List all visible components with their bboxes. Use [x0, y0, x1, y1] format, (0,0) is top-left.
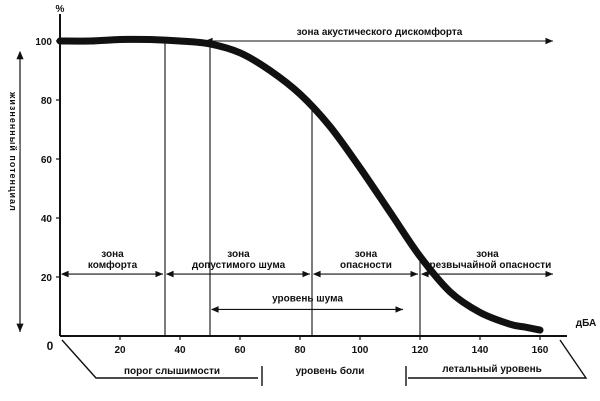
- y-tick-label: 40: [41, 214, 53, 225]
- x-tick-label: 160: [532, 345, 549, 356]
- bottom-bracket-end: [408, 339, 588, 379]
- y-tick-label: 100: [35, 37, 52, 48]
- y-tick-label: 80: [41, 96, 53, 107]
- y-unit-label: %: [56, 4, 65, 15]
- x-tick-label: 20: [114, 345, 126, 356]
- y-ticks: 20 40 60 80 100: [35, 37, 60, 284]
- zone-label: зона допустимого шума: [192, 249, 286, 271]
- bottom-bracket: [61, 339, 258, 379]
- x-axis-label: дБА: [576, 318, 596, 329]
- bottom-label-pain: уровень боли: [296, 365, 365, 377]
- x-tick-label: 120: [412, 345, 429, 356]
- x-tick-label: 40: [174, 345, 186, 356]
- vertical-markers: [164, 40, 421, 336]
- zone-label: уровень шума: [272, 293, 343, 304]
- zones: зона комфорта зона допустимого шума зона опас…: [60, 26, 553, 313]
- zone-label: зона комфорта: [88, 249, 138, 271]
- y-tick-label: 60: [41, 155, 53, 166]
- x-tick-label: 80: [294, 345, 306, 356]
- zone-label: зона опасности: [340, 249, 392, 271]
- x-tick-label: 100: [352, 345, 369, 356]
- x-tick-label: 60: [234, 345, 246, 356]
- x-tick-label: 140: [472, 345, 489, 356]
- bottom-label-threshold: порог слышимости: [124, 366, 220, 377]
- zone-label: зона чрезвычайной опасности: [424, 249, 552, 271]
- series-line: [56, 35, 544, 334]
- y-axis-label: жизненный потенциал: [8, 91, 18, 212]
- origin-label: 0: [47, 339, 54, 353]
- y-tick-label: 20: [41, 273, 53, 284]
- x-ticks: 20 40 60 80 100 120 140 160: [114, 336, 549, 356]
- bottom-label-lethal: летальный уровень: [442, 364, 542, 375]
- zone-label: зона акустического дискомфорта: [297, 26, 463, 38]
